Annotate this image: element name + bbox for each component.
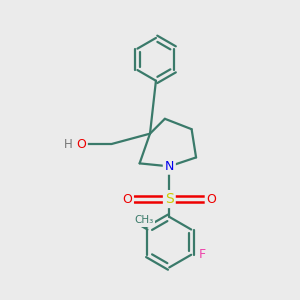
Text: N: N (165, 160, 174, 173)
Text: H: H (64, 138, 73, 151)
Text: O: O (76, 138, 86, 151)
Text: F: F (199, 248, 206, 261)
Text: CH₃: CH₃ (134, 215, 153, 225)
Text: S: S (165, 192, 174, 206)
Text: O: O (207, 193, 217, 206)
Text: O: O (122, 193, 132, 206)
